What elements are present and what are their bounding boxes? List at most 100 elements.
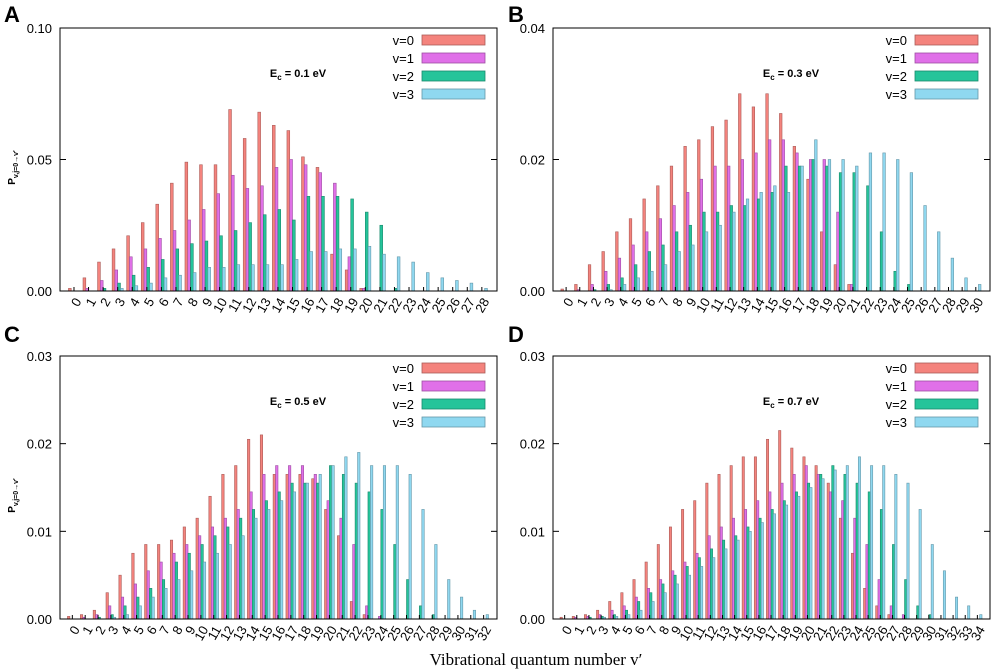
x-tick-label: 24	[884, 295, 904, 315]
series-v=1	[576, 139, 854, 292]
bar	[829, 491, 833, 620]
bar	[318, 474, 322, 620]
bar	[337, 535, 341, 620]
x-tick-label: 17	[761, 623, 781, 643]
bar	[882, 152, 886, 292]
x-tick-label: 23	[399, 295, 419, 315]
bar	[681, 509, 685, 620]
bar	[686, 192, 690, 292]
legend-label: v=1	[886, 379, 907, 394]
bar	[421, 509, 425, 620]
x-tick-label: 14	[268, 295, 288, 315]
bar	[833, 469, 837, 620]
bar	[909, 172, 913, 292]
legend-swatch	[421, 34, 486, 46]
x-tick-label: 29	[435, 623, 455, 643]
x-tick-label: 10	[191, 623, 211, 643]
bar	[717, 474, 721, 620]
x-tick-label: 23	[871, 295, 891, 315]
y-tick-label: 0.10	[27, 21, 52, 36]
legend-label: v=0	[393, 361, 414, 376]
bar	[892, 544, 896, 620]
bar	[382, 465, 386, 620]
x-tick-label: 24	[846, 623, 866, 643]
bar	[178, 274, 182, 292]
series-v=1	[82, 465, 382, 620]
bar	[365, 211, 369, 292]
series-v=0	[67, 434, 366, 620]
bar	[208, 495, 212, 620]
bar	[753, 456, 757, 620]
bar	[814, 139, 818, 292]
bar	[344, 456, 348, 620]
y-axis-label: Pv,j=0→v′	[7, 478, 20, 513]
bar	[712, 557, 716, 620]
bar	[740, 159, 744, 292]
bar	[713, 165, 717, 292]
bar	[159, 561, 163, 620]
bar	[683, 561, 687, 620]
bar	[838, 517, 842, 620]
x-tick-label: 26	[911, 295, 931, 315]
bar	[175, 248, 180, 292]
bar	[707, 535, 711, 620]
bar	[865, 544, 869, 620]
bar	[786, 192, 791, 292]
x-tick-label: 13	[254, 295, 274, 315]
bar	[164, 588, 168, 620]
bar	[275, 465, 279, 620]
x-tick-label: 23	[834, 623, 854, 643]
bar	[155, 203, 159, 292]
bar	[221, 474, 225, 620]
bar	[741, 456, 745, 620]
bar	[251, 509, 256, 620]
bar	[151, 596, 155, 620]
bar	[780, 482, 784, 620]
bar	[800, 165, 804, 292]
bar	[330, 253, 334, 292]
bar	[277, 209, 281, 292]
bar	[277, 491, 281, 620]
bar	[174, 561, 178, 620]
x-tick-label: 26	[871, 623, 891, 643]
x-tick-label: 12	[720, 295, 740, 315]
bar	[111, 248, 116, 292]
energy-annotation: Ec = 0.5 eV	[270, 396, 327, 410]
bar	[259, 434, 263, 620]
series-v=2	[593, 159, 911, 292]
bar	[357, 452, 361, 620]
bar	[234, 465, 238, 620]
bar	[930, 544, 934, 620]
bar	[195, 517, 199, 620]
bar	[236, 509, 240, 620]
legend-swatch	[421, 416, 486, 428]
bar	[272, 125, 276, 292]
x-tick-label: 18	[326, 295, 346, 315]
bar	[784, 165, 788, 292]
bar	[729, 205, 733, 292]
bar	[202, 209, 206, 292]
x-tick-label: 10	[693, 295, 713, 315]
x-tick-label: 14	[725, 623, 745, 643]
bar	[615, 231, 619, 292]
bar	[841, 500, 845, 620]
bar	[620, 592, 624, 620]
bar	[658, 218, 662, 292]
bar	[210, 526, 215, 620]
x-tick-label: 26	[397, 623, 417, 643]
bar	[879, 231, 884, 292]
x-tick-label: 32	[943, 623, 963, 643]
x-tick-label: 21	[370, 295, 390, 315]
x-tick-label: 27	[458, 295, 478, 315]
bar	[868, 152, 873, 292]
bar	[760, 522, 764, 620]
bar	[811, 159, 815, 292]
bar	[339, 517, 343, 620]
panel-letter: C	[4, 322, 20, 347]
bar	[879, 509, 883, 620]
bar	[768, 139, 772, 292]
bar	[198, 535, 202, 620]
bar	[887, 614, 891, 620]
legend-swatch	[421, 88, 486, 100]
